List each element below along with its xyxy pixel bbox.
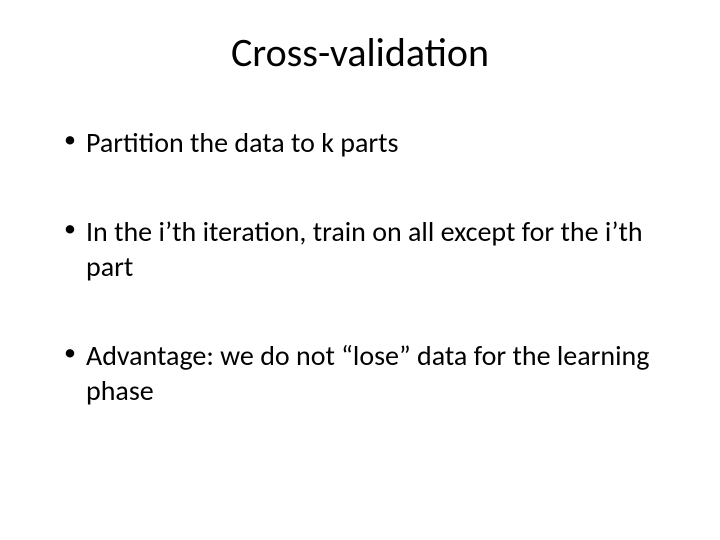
slide-container: Cross-validation Partition the data to k…: [0, 0, 720, 540]
bullet-item: Advantage: we do not “lose” data for the…: [64, 338, 680, 408]
slide-title: Cross-validation: [40, 28, 680, 77]
bullet-list: Partition the data to k parts In the i’t…: [40, 125, 680, 408]
bullet-item: In the i’th iteration, train on all exce…: [64, 214, 680, 284]
bullet-item: Partition the data to k parts: [64, 125, 680, 160]
